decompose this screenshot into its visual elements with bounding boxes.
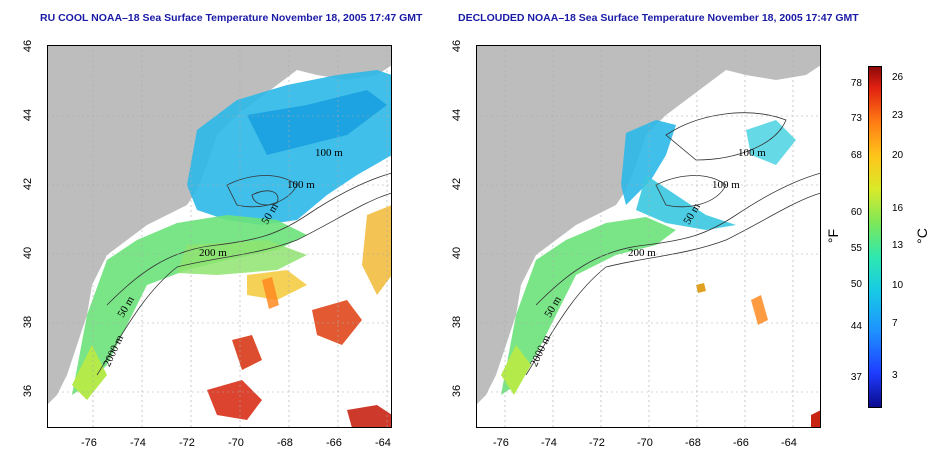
fahrenheit-tick: 78: [850, 78, 862, 89]
x-tick-label: -72: [589, 437, 605, 449]
right-sst-map: 100 m 100 m 50 m 200 m 50 m 2000 m: [476, 45, 821, 428]
x-tick-label: -76: [81, 437, 97, 449]
y-tick-label: 46: [451, 39, 464, 53]
x-tick-label: -74: [541, 437, 557, 449]
contour-label: 100 m: [315, 147, 343, 159]
fahrenheit-tick: 60: [850, 207, 862, 218]
x-tick-label: -76: [493, 437, 509, 449]
fahrenheit-unit-label: °F: [825, 228, 842, 244]
cold-water-gulf-of-maine: [621, 120, 676, 205]
y-tick-label: 40: [451, 246, 464, 260]
left-sst-map: 100 m 100 m 50 m 200 m 50 m 2000 m: [47, 45, 392, 428]
contour-label: 200 m: [628, 247, 656, 259]
contour-2000m: [525, 192, 821, 376]
x-tick-label: -68: [277, 437, 293, 449]
fahrenheit-tick: 68: [850, 150, 862, 161]
celsius-tick: 13: [892, 240, 904, 251]
contour-label: 200 m: [199, 247, 227, 259]
celsius-tick: 3: [892, 370, 898, 381]
x-tick-label: -70: [228, 437, 244, 449]
x-tick-label: -70: [637, 437, 653, 449]
y-tick-label: 44: [451, 108, 464, 122]
y-tick-label: 36: [451, 384, 464, 398]
shelf-water: [72, 215, 307, 395]
x-tick-label: -68: [685, 437, 701, 449]
celsius-tick: 10: [892, 280, 904, 291]
land-mass: [47, 45, 392, 405]
x-tick-label: -74: [130, 437, 146, 449]
left-panel-title: RU COOL NOAA–18 Sea Surface Temperature …: [40, 12, 423, 24]
right-panel-title: DECLOUDED NOAA–18 Sea Surface Temperatur…: [458, 12, 859, 24]
contour-label: 100 m: [287, 179, 315, 191]
celsius-tick: 20: [892, 150, 904, 161]
x-tick-label: -64: [781, 437, 797, 449]
contour-200m: [535, 172, 821, 306]
y-tick-label: 42: [22, 177, 35, 191]
y-tick-label: 46: [22, 39, 35, 53]
x-tick-label: -64: [375, 437, 391, 449]
celsius-unit-label: °C: [913, 228, 930, 244]
shelf-water: [501, 217, 676, 395]
x-tick-label: -66: [326, 437, 342, 449]
x-tick-label: -72: [179, 437, 195, 449]
contour-label: 100 m: [712, 179, 740, 191]
fahrenheit-tick: 55: [850, 243, 862, 254]
y-tick-label: 38: [22, 315, 35, 329]
contour-200m: [106, 172, 392, 306]
y-tick-label: 36: [22, 384, 35, 398]
celsius-tick: 7: [892, 318, 898, 329]
celsius-tick: 16: [892, 203, 904, 214]
contour-2000m: [96, 192, 392, 376]
contour-label: 100 m: [738, 147, 766, 159]
colorbar-gradient: [868, 66, 882, 408]
fahrenheit-tick: 73: [850, 113, 862, 124]
land-mass: [476, 45, 821, 405]
x-tick-label: -66: [733, 437, 749, 449]
y-tick-label: 42: [451, 177, 464, 191]
fahrenheit-tick: 37: [850, 372, 862, 383]
temperature-colorbar: [868, 66, 882, 408]
y-tick-label: 38: [451, 315, 464, 329]
warm-patches: [247, 270, 307, 300]
fahrenheit-tick: 50: [850, 279, 862, 290]
celsius-tick: 23: [892, 110, 904, 121]
y-tick-label: 40: [22, 246, 35, 260]
celsius-tick: 26: [892, 72, 904, 83]
fahrenheit-tick: 44: [850, 321, 862, 332]
y-tick-label: 44: [22, 108, 35, 122]
